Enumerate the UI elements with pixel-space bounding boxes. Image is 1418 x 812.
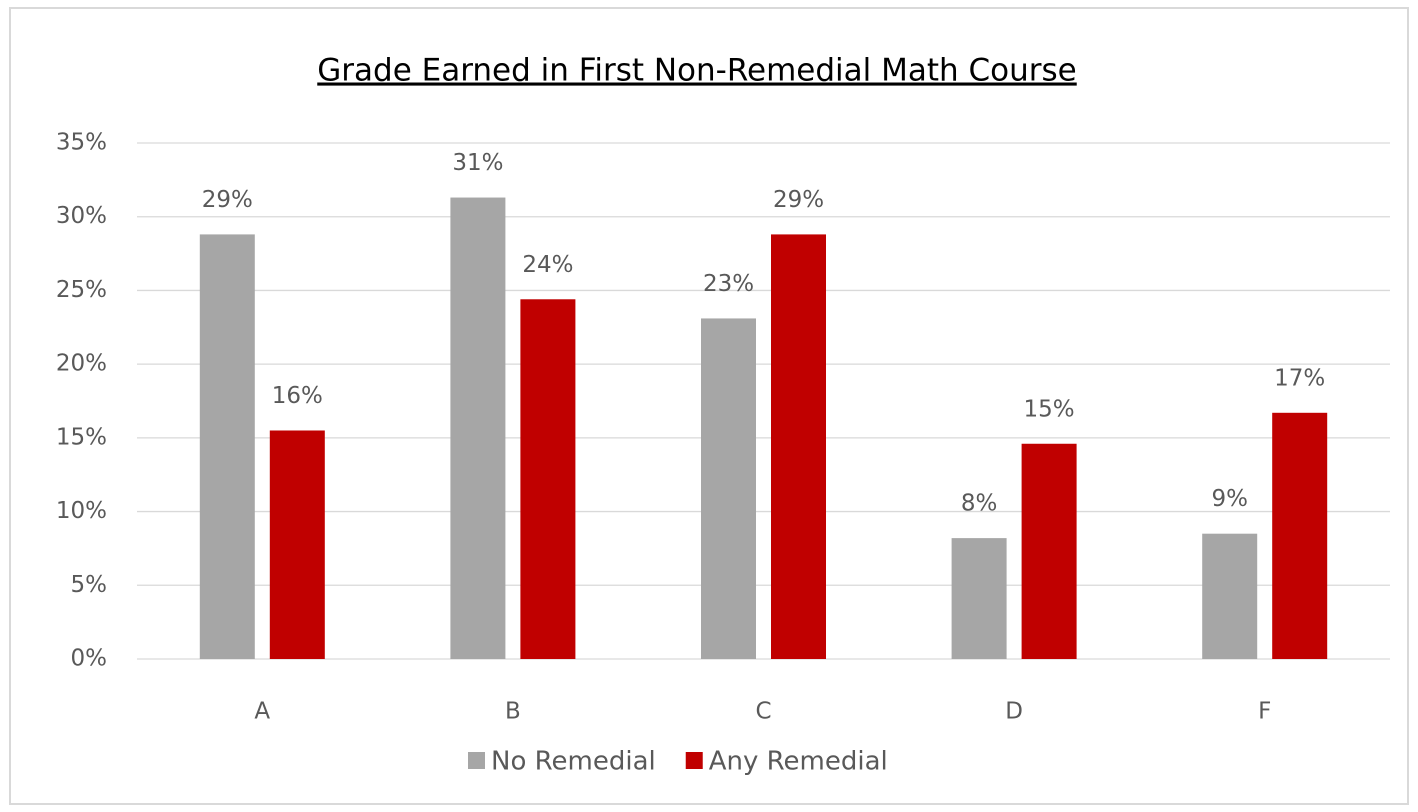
x-tick-label: D (1005, 699, 1023, 725)
bar (771, 234, 826, 660)
x-tick-label: B (505, 699, 521, 725)
bar (701, 318, 756, 659)
y-tick-label: 10% (56, 498, 107, 524)
y-tick-label: 25% (56, 277, 107, 303)
bar (520, 299, 576, 659)
data-label: 16% (272, 383, 323, 409)
chart-title: Grade Earned in First Non-Remedial Math … (317, 53, 1076, 89)
y-tick-label: 20% (56, 351, 107, 377)
x-tick-label: A (254, 699, 270, 725)
data-label: 24% (522, 252, 573, 278)
y-tick-label: 35% (56, 130, 107, 156)
bar (1202, 533, 1258, 659)
legend-swatch (468, 752, 485, 769)
data-label: 29% (202, 187, 253, 213)
data-label: 23% (703, 271, 754, 297)
y-tick-label: 5% (71, 572, 108, 598)
data-label: 29% (773, 187, 824, 213)
data-label: 15% (1024, 396, 1075, 422)
bar (1272, 412, 1328, 659)
bar (450, 197, 506, 659)
bar (199, 234, 255, 660)
legend-label: Any Remedial (709, 747, 888, 777)
legend-swatch (685, 752, 703, 769)
bar (1021, 443, 1077, 659)
bar (951, 538, 1007, 659)
y-tick-label: 30% (56, 203, 107, 229)
legend-label: No Remedial (491, 747, 656, 777)
data-label: 31% (452, 150, 503, 176)
bar (269, 430, 325, 659)
x-tick-label: F (1258, 699, 1271, 725)
y-tick-label: 0% (71, 646, 108, 672)
y-tick-label: 15% (56, 424, 107, 450)
data-label: 17% (1274, 365, 1325, 391)
data-label: 8% (961, 491, 998, 517)
data-label: 9% (1211, 486, 1248, 512)
x-tick-label: C (755, 699, 771, 725)
